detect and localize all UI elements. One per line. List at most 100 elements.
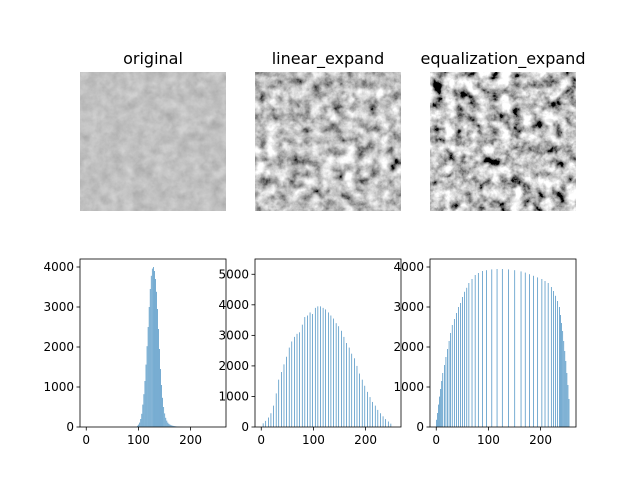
histogram-bar <box>143 394 145 427</box>
histogram-bar <box>374 405 376 427</box>
histogram-bar <box>148 307 150 427</box>
histogram-bar <box>471 279 473 427</box>
histogram-bar <box>312 313 313 427</box>
histogram-bar <box>338 326 340 427</box>
histogram-bar <box>286 356 287 427</box>
y-tick-label: 2000 <box>218 359 249 373</box>
histogram-bar <box>141 413 143 427</box>
histogram-bar <box>162 397 163 427</box>
histogram-bar <box>361 379 363 427</box>
histogram-bar <box>468 283 470 427</box>
histogram-bar <box>265 420 267 427</box>
histogram-bar <box>330 315 332 427</box>
histogram-bar <box>147 327 149 427</box>
histogram-bar <box>561 323 562 427</box>
histogram-bar <box>142 404 144 427</box>
histogram-bar <box>138 424 139 427</box>
histogram-bar <box>154 271 155 427</box>
histogram-bar <box>437 413 438 427</box>
y-tick-label: 3000 <box>218 328 249 342</box>
y-tick-label: 0 <box>66 420 74 434</box>
y-tick-label: 3000 <box>393 300 424 314</box>
histogram-bar <box>477 273 479 427</box>
image-title-linear-expand: linear_expand <box>272 49 385 69</box>
histogram-bar <box>333 318 334 427</box>
x-tick-label: 100 <box>127 433 150 447</box>
histogram-bar <box>377 409 379 427</box>
histogram-bar <box>144 381 146 427</box>
histogram-bar <box>555 295 556 427</box>
histogram-bar <box>156 291 157 427</box>
histogram-bar <box>356 365 358 427</box>
histogram-bar <box>145 364 147 427</box>
histogram-bar <box>445 357 447 427</box>
histogram-bar <box>364 385 366 427</box>
histogram-bar <box>283 364 285 427</box>
histogram-bar <box>140 419 142 427</box>
histogram-bar <box>553 291 554 427</box>
x-tick-label: 0 <box>82 433 90 447</box>
histogram-bar <box>438 404 439 427</box>
histogram-bar <box>436 419 437 427</box>
histogram-bar <box>346 343 347 427</box>
histogram-bar <box>474 275 476 427</box>
y-tick-label: 4000 <box>43 260 74 274</box>
histogram-bar <box>160 369 161 427</box>
y-tick-label: 5000 <box>218 267 249 281</box>
histogram-bar <box>369 397 371 427</box>
histogram-bar <box>448 341 450 427</box>
histogram-bar <box>322 307 324 427</box>
image-title-equalization-expand: equalization_expand <box>421 49 586 69</box>
histogram-bar <box>165 417 167 427</box>
histogram-bar <box>139 422 141 427</box>
histogram-bar <box>155 279 156 427</box>
histogram-bar <box>563 341 565 427</box>
histogram-bar <box>462 297 463 427</box>
histogram-bar <box>309 312 311 427</box>
histogram-bar <box>149 289 151 427</box>
histogram-bar <box>491 269 493 427</box>
histogram-bar <box>328 312 329 427</box>
image-linear-expand <box>255 72 401 211</box>
y-tick-label: 4000 <box>393 260 424 274</box>
histogram-bar <box>367 391 368 427</box>
histogram-bar <box>562 331 564 427</box>
image-panel-linear-expand: linear_expand <box>255 49 401 211</box>
histogram-bar <box>451 325 453 427</box>
histogram-bar <box>291 341 293 427</box>
axes-frame <box>79 258 227 428</box>
histogram-bar <box>348 347 350 427</box>
histogram-bar <box>559 307 560 427</box>
histogram-bar <box>288 347 290 427</box>
histogram-bar <box>501 269 503 427</box>
histogram-bar <box>299 332 300 427</box>
histogram-bar <box>565 361 567 427</box>
histogram-bar <box>281 372 282 427</box>
histogram-bar <box>382 416 384 427</box>
histogram-bar <box>153 267 154 427</box>
x-tick-label: 100 <box>477 433 500 447</box>
image-original <box>80 72 226 211</box>
histogram-bar <box>262 423 264 427</box>
y-tick-label: 2000 <box>393 340 424 354</box>
histogram-bar <box>464 291 466 427</box>
histogram-bar <box>314 307 316 427</box>
histogram-bar <box>514 270 516 427</box>
histogram-bar <box>320 306 321 427</box>
axes-frame <box>254 258 402 428</box>
histogram-bar <box>150 275 152 427</box>
histogram-bar <box>520 271 522 427</box>
y-tick-label: 2000 <box>43 340 74 354</box>
x-tick-label: 200 <box>529 433 552 447</box>
y-tick-label: 1000 <box>43 380 74 394</box>
histogram-bar <box>458 307 459 427</box>
y-tick-label: 4000 <box>218 298 249 312</box>
histogram-bar <box>566 373 568 427</box>
histogram-bar <box>547 283 549 427</box>
histogram-bar <box>169 424 171 427</box>
histogram-bar <box>496 269 498 427</box>
histogram-bar <box>304 317 306 427</box>
